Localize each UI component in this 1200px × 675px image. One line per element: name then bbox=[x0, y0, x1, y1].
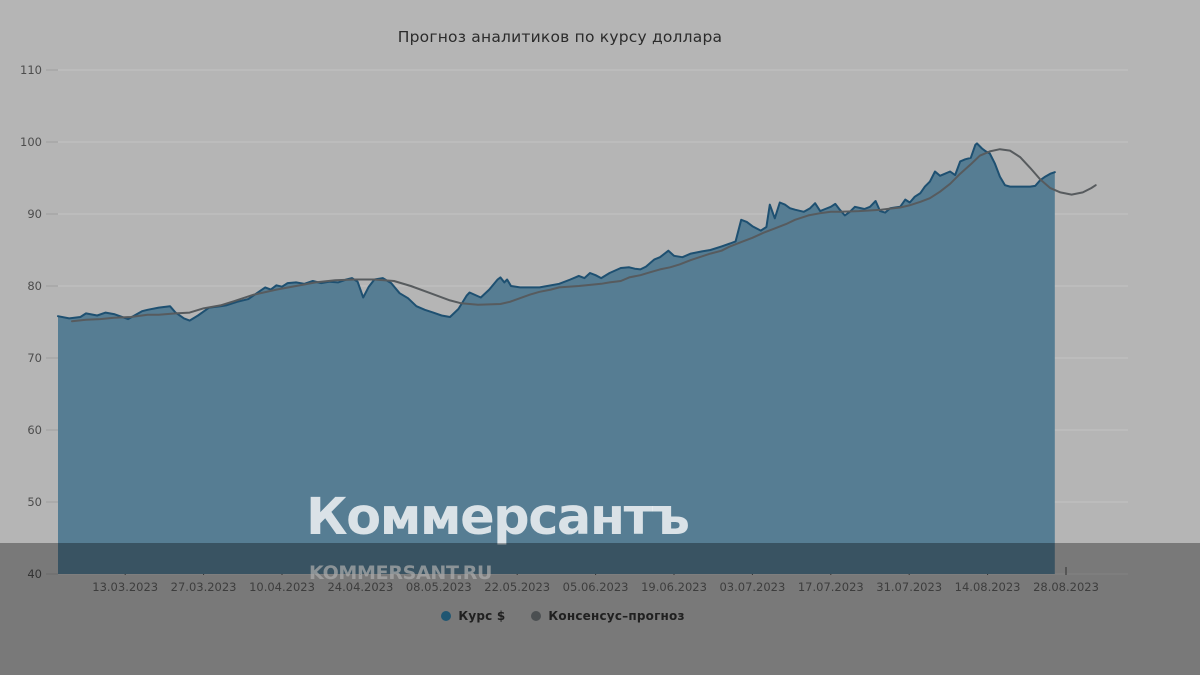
x-axis-label: 13.03.2023 bbox=[92, 580, 158, 594]
rate-area bbox=[58, 143, 1055, 574]
x-axis-label: 10.04.2023 bbox=[249, 580, 315, 594]
rate-series-dot-icon bbox=[441, 611, 452, 621]
consensus-line bbox=[71, 148, 1097, 323]
chart-title: Прогноз аналитиков по курсу доллара bbox=[397, 28, 723, 46]
x-axis-label: 22.05.2023 bbox=[484, 580, 550, 594]
x-axis-label: 17.07.2023 bbox=[798, 580, 864, 594]
legend-item-consensus: Консенсус–прогноз bbox=[531, 609, 684, 623]
y-axis-label: 110 bbox=[20, 63, 42, 77]
rate-line bbox=[57, 142, 1056, 322]
x-axis-label: 28.08.2023 bbox=[1033, 580, 1099, 594]
kommersant-url-watermark: KOMMERSANT.RU bbox=[309, 562, 493, 584]
consensus-series-dot-icon bbox=[531, 611, 542, 621]
x-axis-label: 31.07.2023 bbox=[876, 580, 942, 594]
x-axis-label: 27.03.2023 bbox=[171, 580, 237, 594]
legend-item-rate: Курс $ bbox=[441, 609, 505, 623]
x-axis-label: 05.06.2023 bbox=[563, 580, 629, 594]
x-axis-label: 19.06.2023 bbox=[641, 580, 707, 594]
y-axis-label: 70 bbox=[27, 351, 42, 365]
y-axis-label: 50 bbox=[27, 495, 42, 509]
chart-legend: Курс $ Консенсус–прогноз bbox=[0, 609, 1163, 623]
legend-label-consensus: Консенсус–прогноз bbox=[548, 609, 685, 623]
x-axis-label: 24.04.2023 bbox=[327, 580, 393, 594]
x-axis-label: 03.07.2023 bbox=[719, 580, 785, 594]
y-axis-label: 100 bbox=[20, 135, 42, 149]
y-axis-label: 60 bbox=[27, 423, 42, 437]
x-axis-label: 14.08.2023 bbox=[955, 580, 1021, 594]
y-axis-label: 40 bbox=[27, 567, 42, 581]
legend-label-rate: Курс $ bbox=[458, 609, 506, 623]
kommersant-logo-watermark: Коммерсантъ bbox=[306, 488, 690, 547]
y-axis-label: 90 bbox=[27, 207, 42, 221]
y-axis-label: 80 bbox=[27, 279, 42, 293]
x-axis-label: 08.05.2023 bbox=[406, 580, 472, 594]
